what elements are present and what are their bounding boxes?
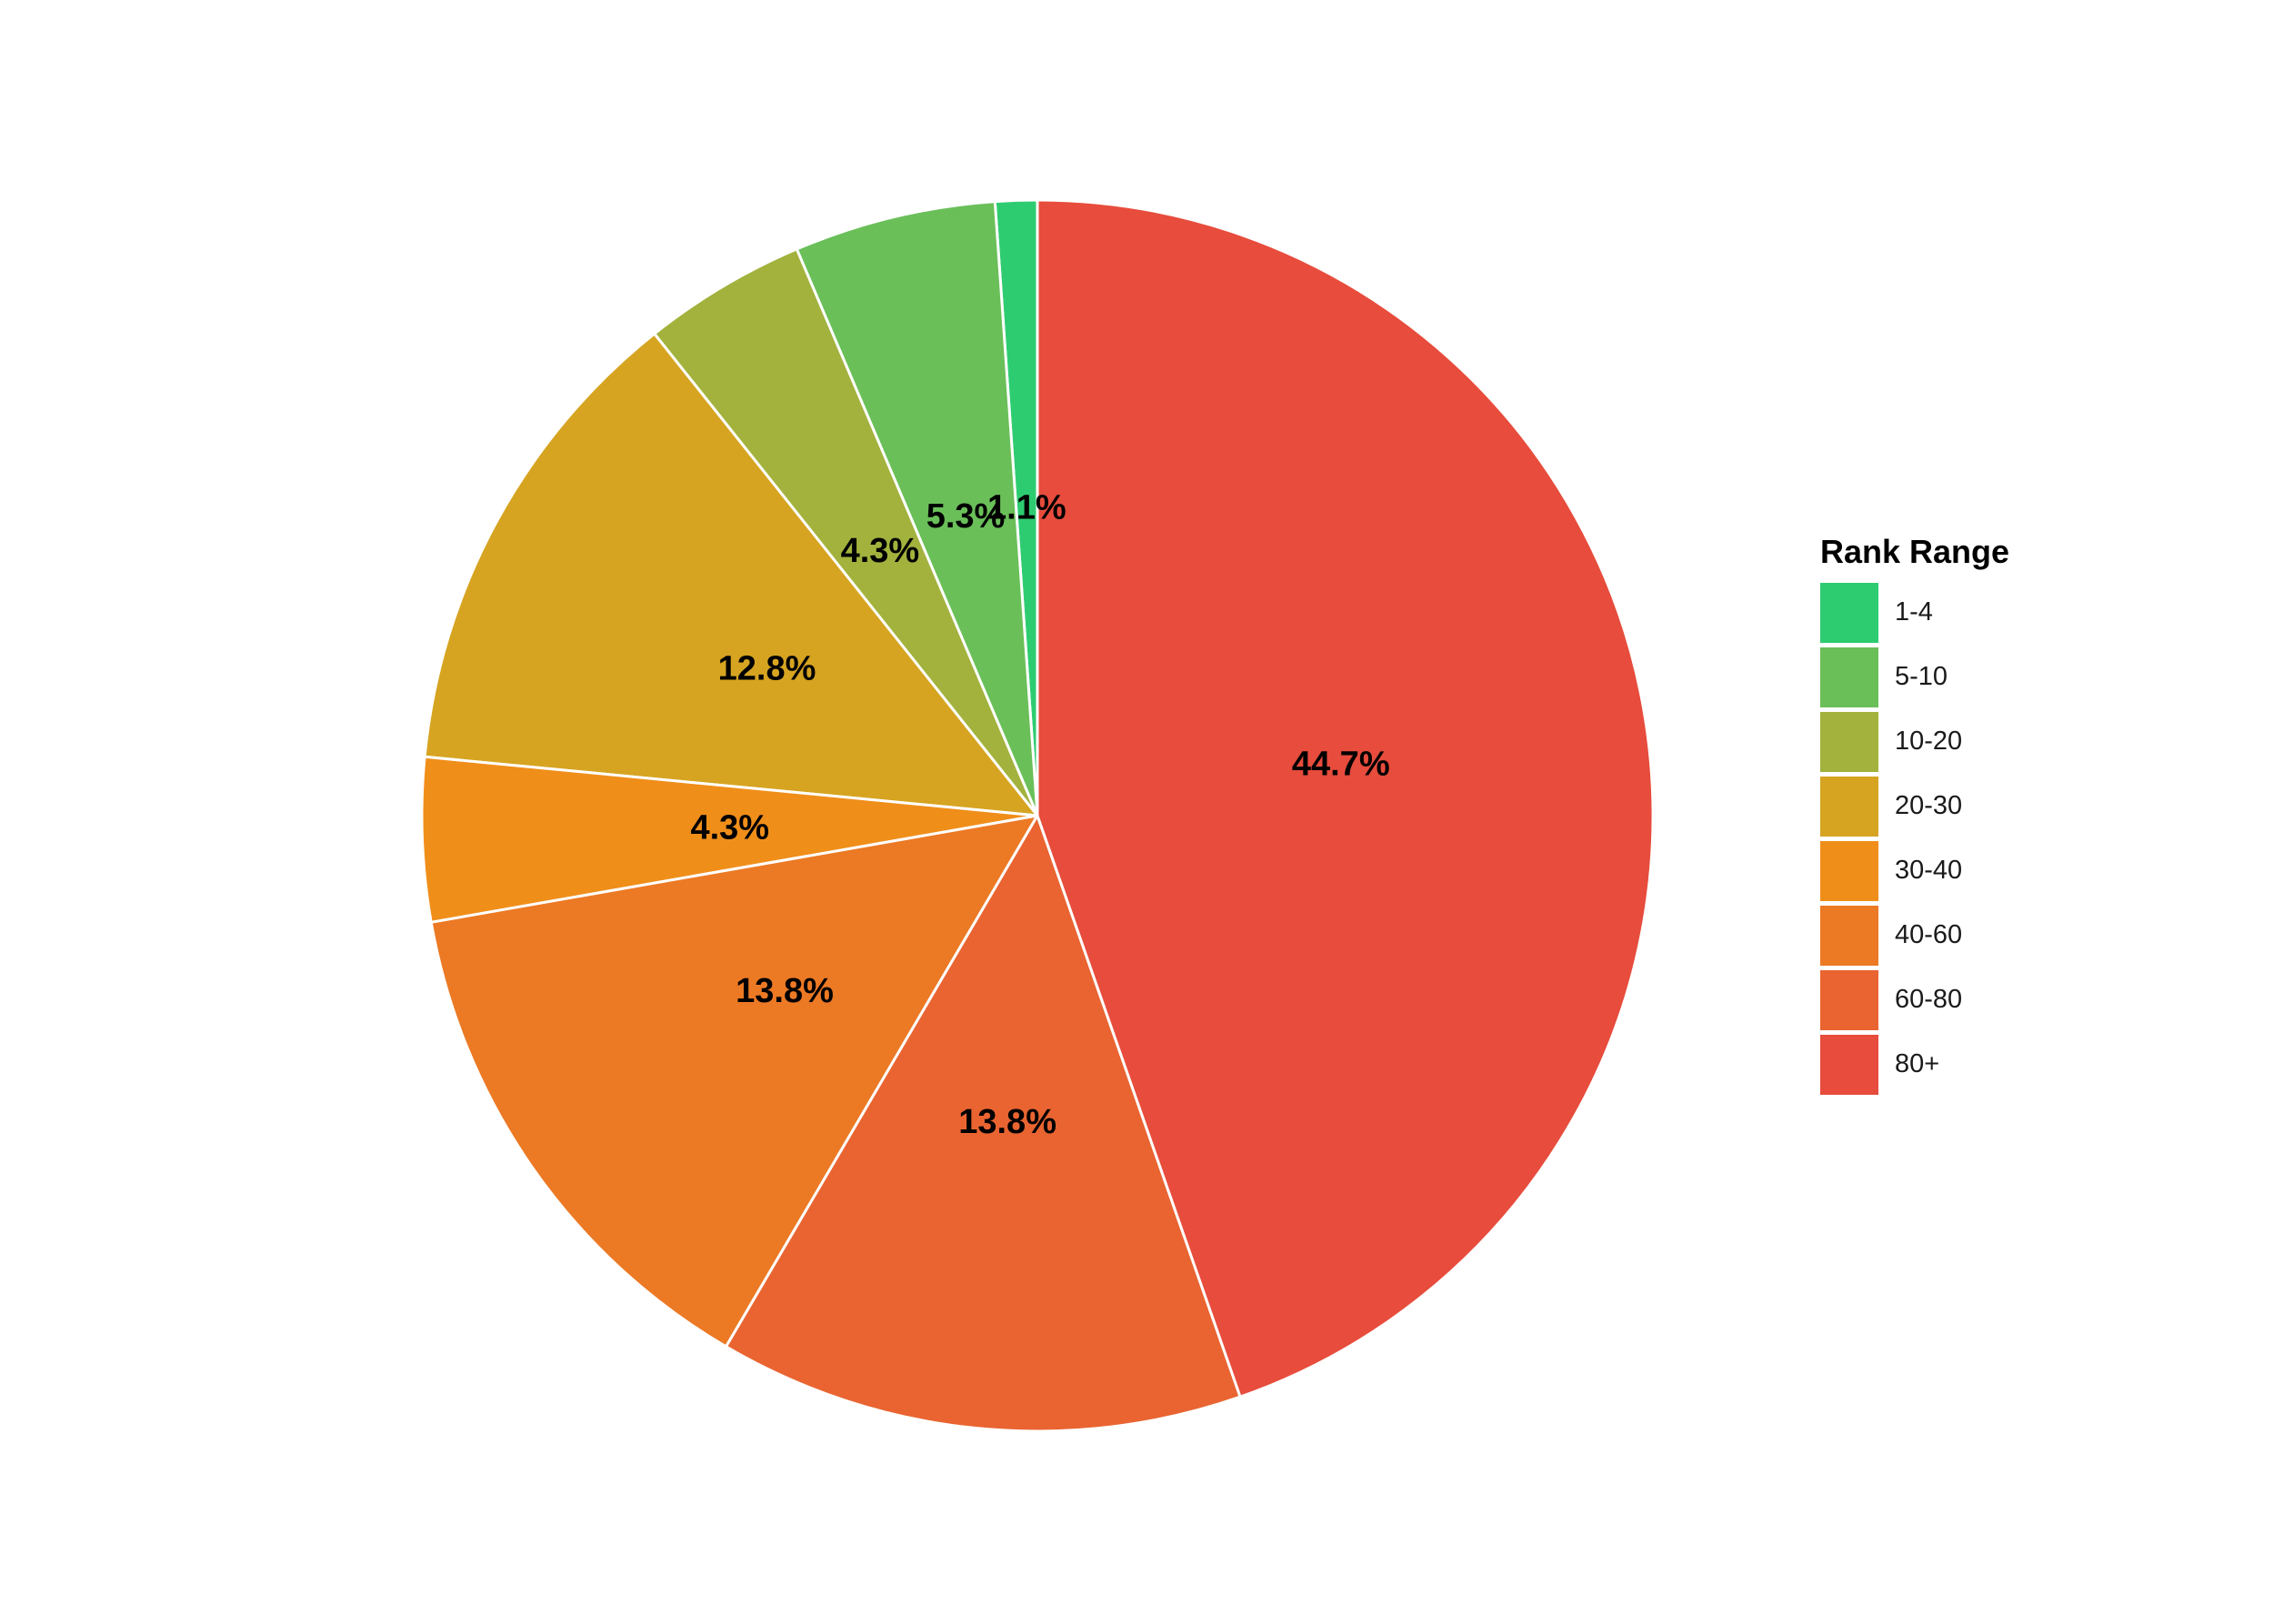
legend-label: 10-20 bbox=[1895, 727, 1963, 756]
pie-slice-40-60 bbox=[429, 813, 1040, 1349]
legend-label: 60-80 bbox=[1895, 985, 1963, 1014]
legend-label: 5-10 bbox=[1895, 662, 1948, 691]
legend-item-1-4: 1-4 bbox=[1820, 580, 2009, 645]
legend-item-30-40: 30-40 bbox=[1820, 838, 2009, 903]
legend-item-20-30: 20-30 bbox=[1820, 774, 2009, 838]
legend-label: 1-4 bbox=[1895, 597, 1933, 627]
legend-label: 20-30 bbox=[1895, 791, 1963, 820]
pie-slice-30-40 bbox=[420, 755, 1038, 925]
slice-label-30-40: 4.3% bbox=[690, 808, 769, 847]
pie-slice-60-80 bbox=[724, 812, 1243, 1433]
slice-label-10-20: 4.3% bbox=[841, 532, 920, 570]
pie-slice-labels: 1.1%5.3%4.3%12.8%4.3%13.8%13.8%44.7% bbox=[690, 489, 1389, 1141]
legend-label: 30-40 bbox=[1895, 856, 1963, 885]
pie-slice-10-20 bbox=[652, 246, 1039, 817]
legend-item-10-20: 10-20 bbox=[1820, 709, 2009, 774]
slice-label-40-60: 13.8% bbox=[736, 972, 834, 1010]
legend-swatch bbox=[1820, 905, 1878, 966]
pie-slice-5-10 bbox=[795, 200, 1039, 817]
legend-swatch bbox=[1820, 711, 1878, 772]
pie-slice-80+ bbox=[1036, 198, 1655, 1399]
legend-label: 80+ bbox=[1895, 1049, 1940, 1078]
slice-label-1-4: 1.1% bbox=[987, 489, 1066, 527]
slice-label-5-10: 5.3% bbox=[926, 497, 1006, 536]
legend-swatch bbox=[1820, 840, 1878, 901]
legend-swatch bbox=[1820, 776, 1878, 837]
slice-label-20-30: 12.8% bbox=[718, 649, 816, 687]
legend-item-40-60: 40-60 bbox=[1820, 903, 2009, 967]
legend-swatch bbox=[1820, 582, 1878, 643]
legend-item-60-80: 60-80 bbox=[1820, 967, 2009, 1032]
legend-swatch bbox=[1820, 647, 1878, 707]
legend-items: 1-4 5-10 10-20 20-30 30-40 40-60 60-80 80+ bbox=[1820, 580, 2009, 1097]
pie-slices bbox=[420, 198, 1655, 1433]
pie-slice-20-30 bbox=[423, 331, 1041, 817]
legend: Rank Range 1-4 5-10 10-20 20-30 30-40 40-60 60… bbox=[1820, 533, 2009, 1097]
legend-label: 40-60 bbox=[1895, 920, 1963, 949]
legend-swatch bbox=[1820, 969, 1878, 1030]
legend-title: Rank Range bbox=[1820, 533, 2010, 570]
slice-label-60-80: 13.8% bbox=[958, 1103, 1056, 1141]
legend-item-5-10: 5-10 bbox=[1820, 645, 2009, 709]
legend-item-80+: 80+ bbox=[1820, 1032, 2009, 1097]
slice-label-80+: 44.7% bbox=[1292, 745, 1390, 783]
legend-swatch bbox=[1820, 1034, 1878, 1095]
